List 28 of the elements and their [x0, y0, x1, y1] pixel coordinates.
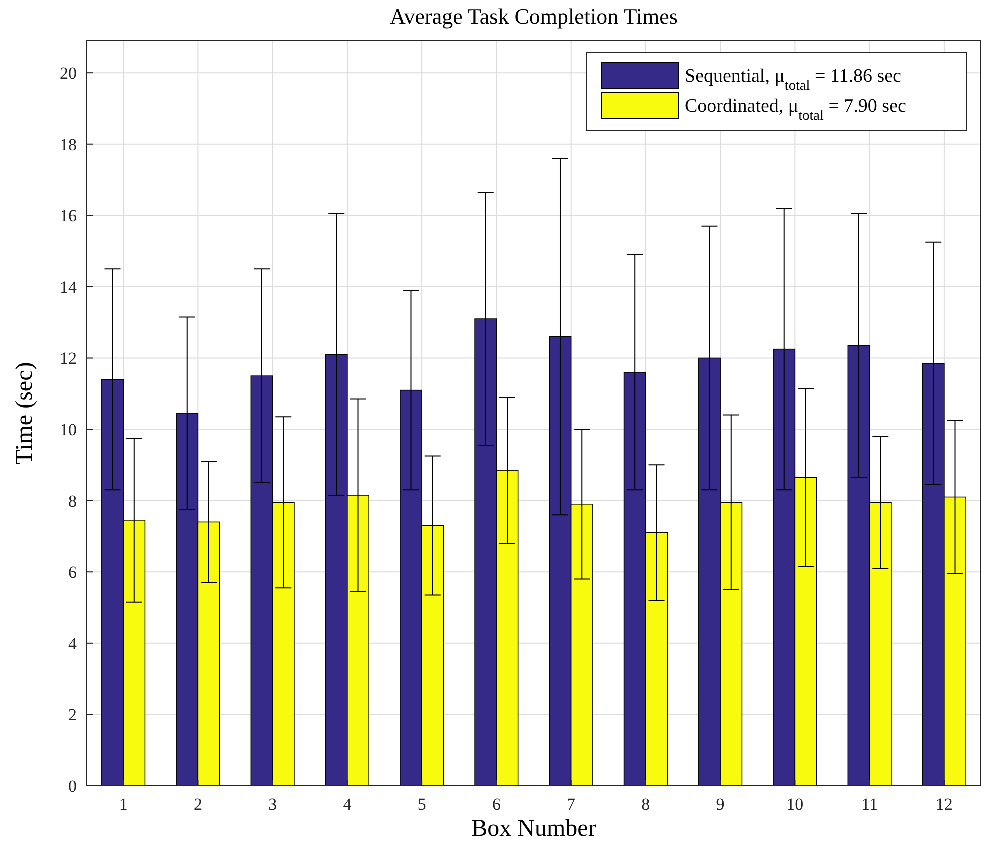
x-tick-label: 3	[268, 795, 278, 814]
chart-title: Average Task Completion Times	[390, 4, 678, 29]
y-tick-label: 18	[60, 135, 77, 154]
legend-label: Coordinated, μ$_{total}$ = 7.90 sec	[685, 96, 906, 124]
x-tick-label: 4	[343, 795, 352, 814]
y-axis-title: Time (sec)	[12, 362, 38, 465]
x-axis-title: Box Number	[472, 816, 596, 842]
y-tick-label: 20	[60, 64, 77, 84]
x-tick-label: 11	[862, 795, 878, 814]
x-tick-label: 2	[194, 795, 202, 814]
legend-label: Sequential, μ$_{total}$ = 11.86 sec	[685, 66, 902, 94]
x-tick-label: 7	[567, 795, 576, 814]
x-tick-label: 8	[642, 795, 650, 814]
y-tick-label: 2	[68, 706, 77, 725]
y-tick-label: 16	[60, 206, 77, 226]
y-tick-label: 8	[68, 492, 77, 511]
x-tick-label: 10	[786, 795, 804, 814]
x-tick-label: 9	[716, 795, 725, 814]
x-tick-label: 1	[119, 795, 128, 814]
y-tick-label: 4	[68, 634, 78, 654]
y-tick-label: 0	[68, 776, 77, 796]
y-tick-label: 6	[68, 563, 77, 582]
y-tick-label: 10	[60, 420, 77, 440]
y-tick-label: 12	[60, 349, 77, 368]
y-tick-label: 14	[60, 278, 78, 297]
x-tick-label: 6	[492, 795, 501, 814]
x-tick-label: 12	[936, 795, 953, 814]
x-tick-label: 5	[418, 795, 426, 814]
